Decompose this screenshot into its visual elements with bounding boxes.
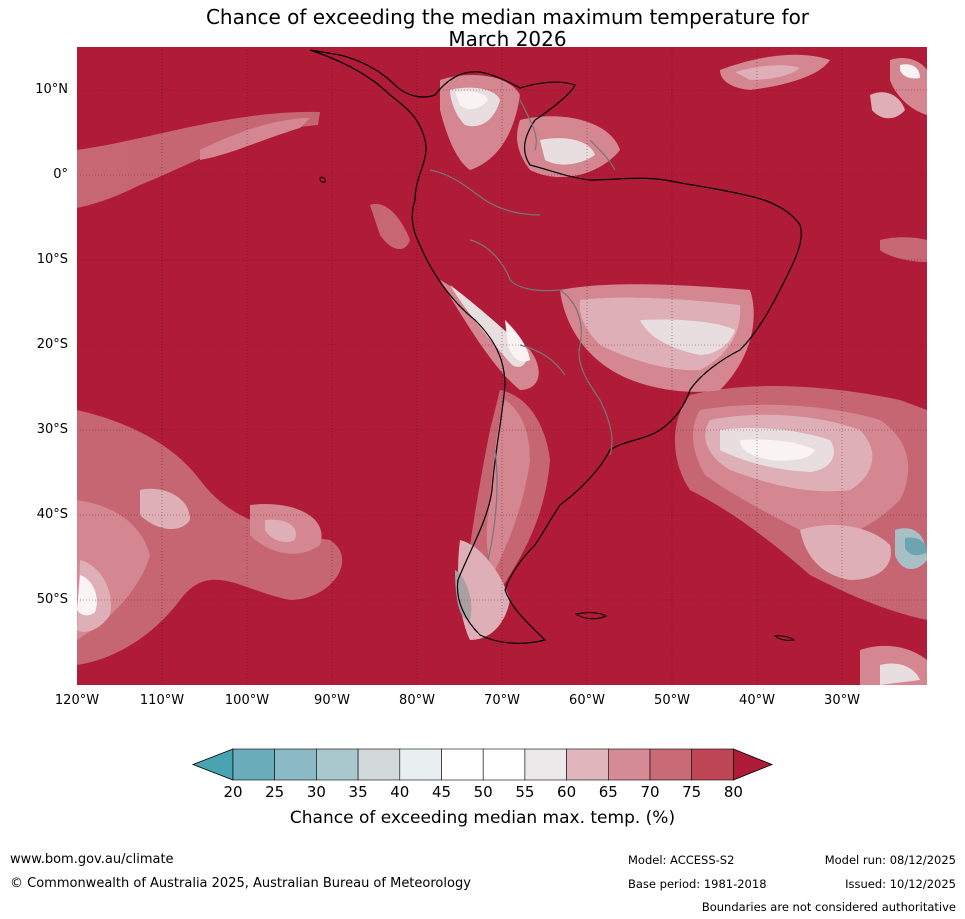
lon-label-50w: 50°W [654, 693, 690, 708]
colorbar-tick-label: 60 [557, 783, 577, 801]
lon-label-60w: 60°W [569, 693, 605, 708]
map-title-line2: March 2026 [448, 27, 567, 51]
colorbar-tick-label: 45 [431, 783, 452, 801]
lon-label-90w: 90°W [314, 693, 350, 708]
colorbar-bin [482, 748, 526, 781]
footer-disclaimer: Boundaries are not considered authoritat… [701, 900, 956, 914]
colorbar-extend-high [733, 748, 774, 781]
colorbar-tick-label: 20 [223, 783, 243, 801]
lat-label-40s: 40°S [36, 507, 68, 522]
lat-label-10n: 10°N [35, 82, 68, 97]
colorbar-tick-label: 70 [640, 783, 660, 801]
footer-model-run: Model run: 08/12/2025 [824, 853, 956, 867]
colorbar-tick-label: 65 [598, 783, 618, 801]
colorbar-bin [566, 748, 609, 781]
colorbar-bin [357, 748, 401, 781]
lon-label-110w: 110°W [139, 693, 185, 708]
colorbar-tick-label: 55 [515, 783, 535, 801]
colorbar-tick-label: 40 [390, 783, 410, 801]
lon-label-70w: 70°W [484, 693, 520, 708]
lat-label-30s: 30°S [36, 422, 68, 437]
colorbar-title: Chance of exceeding median max. temp. (%… [289, 808, 676, 828]
colorbar-tick-label: 50 [473, 783, 493, 801]
lon-label-100w: 100°W [224, 693, 270, 708]
probability-patches-land [440, 75, 754, 640]
lat-label-10s: 10°S [36, 252, 68, 267]
lat-label-50s: 50°S [36, 592, 68, 607]
colorbar-tick-label: 30 [306, 783, 326, 801]
footer-issued: Issued: 10/12/2025 [845, 877, 956, 891]
footer-copyright: © Commonwealth of Australia 2025, Austra… [10, 876, 471, 891]
probability-patches-pacific [77, 111, 410, 665]
colorbar-tick-label: 75 [682, 783, 702, 801]
lon-label-80w: 80°W [399, 693, 435, 708]
probability-patches-atlantic [675, 54, 927, 685]
footer-url: www.bom.gov.au/climate [10, 852, 174, 867]
lon-label-120w: 120°W [54, 693, 100, 708]
colorbar [191, 748, 774, 781]
lon-label-30w: 30°W [824, 693, 860, 708]
colorbar-bin [524, 748, 567, 781]
colorbar-tick-label: 35 [348, 783, 368, 801]
colorbar-bin [232, 748, 276, 781]
islands [319, 176, 796, 641]
colorbar-extend-low [191, 748, 234, 781]
footer-model: Model: ACCESS-S2 [628, 853, 735, 867]
colorbar-bin [316, 748, 359, 781]
colorbar-bin [649, 748, 693, 781]
colorbar-bin [607, 748, 651, 781]
colorbar-bin [691, 748, 734, 781]
lat-label-20s: 20°S [36, 337, 68, 352]
colorbar-tick-label: 80 [723, 783, 743, 801]
footer-base-period: Base period: 1981-2018 [628, 877, 767, 891]
colorbar-bin [399, 748, 442, 781]
colorbar-tick-label: 25 [265, 783, 285, 801]
colorbar-bin [441, 748, 484, 781]
coastline [309, 49, 802, 644]
colorbar-bin [274, 748, 317, 781]
gridlines [77, 47, 927, 685]
lat-label-0: 0° [53, 167, 68, 182]
country-borders [429, 99, 616, 561]
lon-label-40w: 40°W [739, 693, 775, 708]
map-title-line1: Chance of exceeding the median maximum t… [205, 5, 810, 29]
